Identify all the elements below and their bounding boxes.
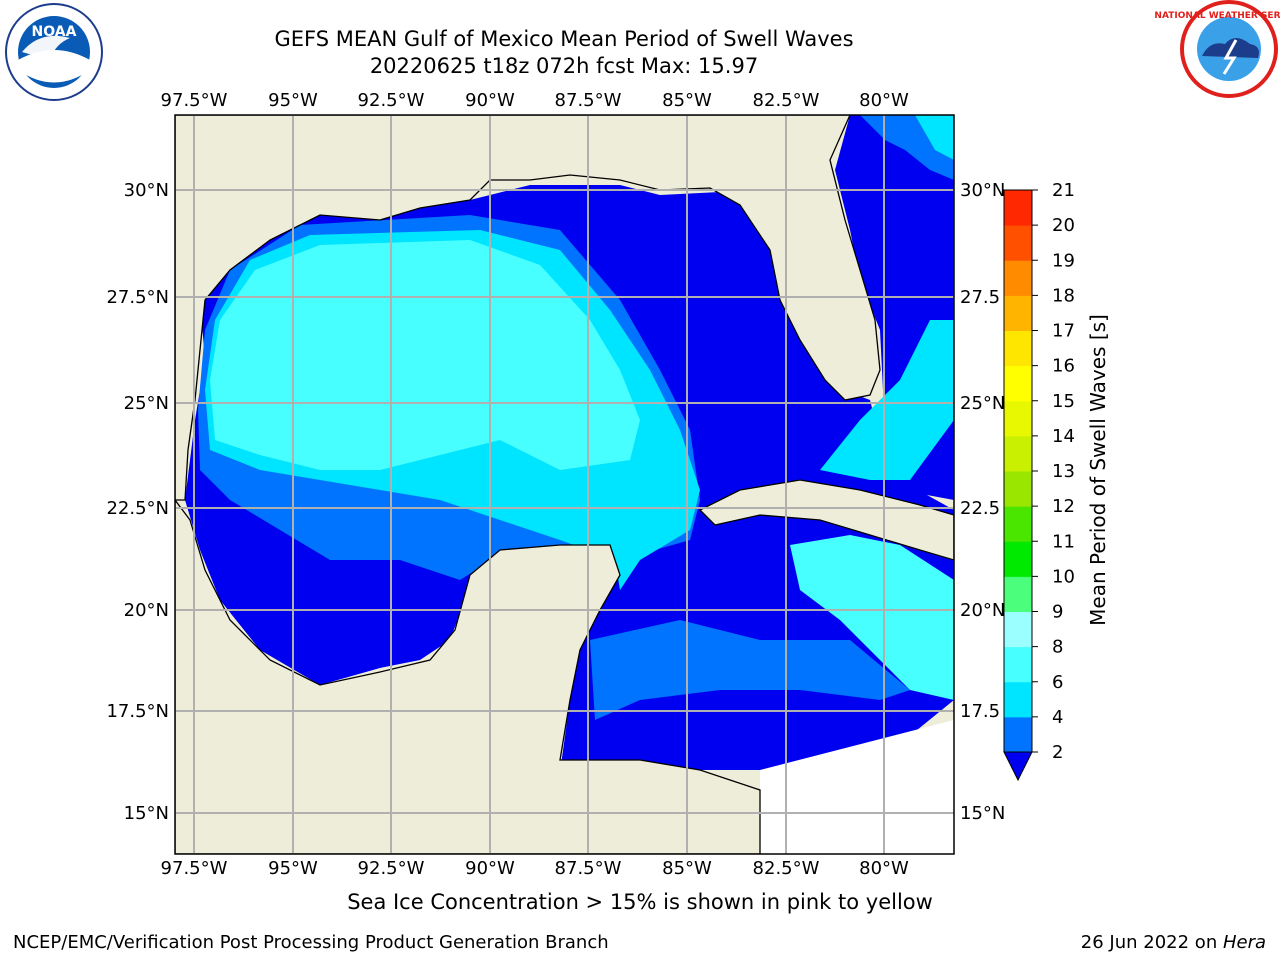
lon-label: 85°W [662,90,712,111]
lon-label: 97.5°W [161,858,228,879]
lat-label: 20°N [960,600,1005,621]
lon-label: 92.5°W [358,90,425,111]
caribbean-cyan [790,535,954,700]
colorbar-segment [1004,365,1032,402]
atlantic-light [915,115,954,160]
lat-label: 30°N [960,180,1005,201]
colorbar-tick-label: 4 [1052,707,1063,728]
lon-labels-top: 97.5°W 95°W 92.5°W 90°W 87.5°W 85°W 82.5… [161,90,909,111]
lon-label: 80°W [859,90,909,111]
map-subtitle: 20220625 t18z 072h fcst Max: 15.97 [369,54,759,78]
lat-label: 15°N [960,803,1005,824]
colorbar-label: Mean Period of Swell Waves [s] [1086,314,1110,626]
caribbean-no-data [760,720,954,854]
colorbar-segment [1004,330,1032,367]
colorbar-segment [1004,225,1032,261]
lon-label: 90°W [465,858,515,879]
lon-label: 97.5°W [161,90,228,111]
lat-labels-right: 30°N 27.5 25°N 22.5 20°N 17.5 15°N [960,180,1005,824]
lon-label: 92.5°W [358,858,425,879]
noaa-logo-text: NOAA [32,24,77,40]
lon-label: 87.5°W [555,90,622,111]
lat-label: 22.5 [960,498,1000,519]
colorbar-tick-label: 14 [1052,426,1075,447]
map-frame [174,114,955,855]
coastline-mexico [175,498,761,854]
map-title: GEFS MEAN Gulf of Mexico Mean Period of … [274,27,854,51]
colorbar-tick-label: 21 [1052,180,1075,201]
footer-date-text: 26 Jun 2022 on [1080,932,1223,953]
colorbar-tick-label: 13 [1052,461,1075,482]
lat-label: 27.5°N [106,287,169,308]
colorbar-tick-label: 12 [1052,496,1075,517]
noaa-logo: NOAA [5,3,103,101]
footer-date: 26 Jun 2022 on Hera [1081,932,1266,953]
nws-logo: NATIONAL WEATHER SERVICE [1154,0,1280,98]
sea-ice-note: Sea Ice Concentration > 15% is shown in … [347,890,933,914]
colorbar-tick-label: 15 [1052,391,1075,412]
coastline-us [175,115,881,501]
lat-label: 27.5 [960,287,1000,308]
coastline-cuba [698,479,954,561]
lon-label: 82.5°W [753,858,820,879]
lat-label: 30°N [124,180,169,201]
lon-label: 80°W [859,858,909,879]
lon-label: 95°W [268,90,318,111]
colorbar-segment [1004,646,1032,683]
colorbar-tick-label: 6 [1052,672,1063,693]
lat-label: 25°N [124,393,169,414]
lat-labels-left: 30°N 27.5°N 25°N 22.5°N 20°N 17.5°N 15°N [106,180,169,824]
colorbar-segment [1004,260,1032,296]
colorbar-tick-label: 2 [1052,742,1063,763]
lat-label: 17.5 [960,701,1000,722]
lon-label: 95°W [268,858,318,879]
colorbar-segment [1004,576,1032,612]
lon-labels-bottom: 97.5°W 95°W 92.5°W 90°W 87.5°W 85°W 82.5… [161,858,909,879]
colorbar-tick-label: 20 [1052,215,1075,236]
lon-label: 82.5°W [753,90,820,111]
colorbar-tick-label: 19 [1052,250,1075,271]
colorbar-tick-label: 10 [1052,566,1075,587]
caribbean-mid [590,620,910,720]
lon-label: 90°W [465,90,515,111]
lon-label: 85°W [662,858,712,879]
lat-label: 25°N [960,393,1005,414]
colorbar: 2 4 6 8 9 10 11 12 13 14 15 16 17 18 19 20 21 [1003,180,1075,782]
nws-logo-text: NATIONAL WEATHER SERVICE [1154,11,1280,21]
straits-cyan [820,320,954,480]
colorbar-tick-label: 8 [1052,637,1063,658]
colorbar-segment [1004,611,1032,648]
colorbar-segment [1004,541,1032,577]
lat-label: 17.5°N [106,701,169,722]
colorbar-segment [1004,400,1032,437]
lat-label: 15°N [124,803,169,824]
graticule [175,115,954,854]
colorbar-segment [1004,190,1032,226]
lat-label: 22.5°N [106,498,169,519]
colorbar-tick-label: 17 [1052,321,1075,342]
map-area [175,115,954,854]
footer-credit: NCEP/EMC/Verification Post Processing Pr… [13,932,609,953]
lon-label: 87.5°W [555,858,622,879]
colorbar-extend-arrow [1003,751,1033,782]
colorbar-segment [1004,716,1032,753]
colorbar-tick-label: 16 [1052,356,1075,377]
colorbar-segment [1004,681,1032,718]
colorbar-segment [1004,471,1032,507]
colorbar-tick-label: 9 [1052,602,1063,623]
colorbar-segment [1004,435,1032,472]
colorbar-tick-label: 18 [1052,285,1075,306]
colorbar-segment [1004,506,1032,542]
lat-label: 20°N [124,600,169,621]
footer-host: Hera [1222,932,1266,953]
colorbar-segment [1004,295,1032,331]
colorbar-tick-label: 11 [1052,531,1075,552]
